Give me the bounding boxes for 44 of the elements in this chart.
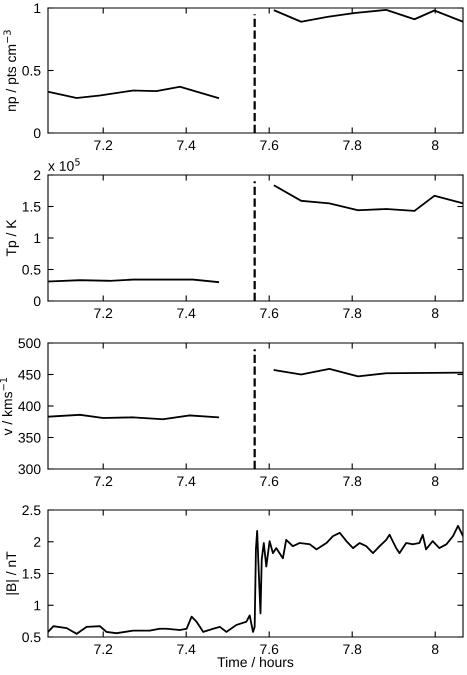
x-tick-label: 7.4 xyxy=(177,140,196,150)
y-tick-label: 500 xyxy=(18,338,41,348)
y-tick-label: 450 xyxy=(18,370,41,380)
x-tick-label: 7.2 xyxy=(94,644,112,654)
x-axis-title: Time / hours xyxy=(217,656,294,668)
y-tick-label: 1 xyxy=(34,3,40,14)
x-tick-label: 7.2 xyxy=(94,308,112,318)
y-tick-label: 2 xyxy=(34,537,40,547)
y-tick-label: 1.5 xyxy=(22,202,40,212)
y-tick-label: 2 xyxy=(34,170,40,180)
y-tick-label: 1 xyxy=(34,600,40,610)
y-tick-label: 0.5 xyxy=(22,632,40,642)
y-tick-label: 0.5 xyxy=(22,66,40,76)
y-tick-label: 350 xyxy=(18,432,41,443)
x-tick-label: 7.8 xyxy=(343,140,362,150)
y-tick-label: 0 xyxy=(34,128,41,138)
x-tick-label: 7.8 xyxy=(343,308,362,318)
x-tick-label: 7.4 xyxy=(177,476,196,486)
y-tick-label: 0.5 xyxy=(22,264,40,275)
x-tick-label: 7.8 xyxy=(343,476,362,486)
y-axis-title: Tp / K xyxy=(6,220,19,256)
x-tick-label: 8 xyxy=(432,476,438,486)
x-tick-label: 7.2 xyxy=(94,140,112,150)
x-tick-label: 7.4 xyxy=(177,644,196,654)
x-tick-label: 8 xyxy=(432,140,438,150)
x-tick-label: 7.6 xyxy=(260,308,278,318)
text: x 10$^{5}$ xyxy=(48,158,80,171)
x-tick-label: 7.4 xyxy=(177,308,196,318)
x-tick-label: 7.6 xyxy=(260,476,278,486)
y-tick-label: 0 xyxy=(34,296,41,306)
x-tick-label: 8 xyxy=(432,644,438,654)
y-tick-label: 1.5 xyxy=(22,568,40,579)
x-tick-label: 7.8 xyxy=(343,644,362,654)
y-tick-label: 2.5 xyxy=(22,505,40,516)
y-tick-label: 300 xyxy=(18,464,41,474)
x-tick-label: 7.6 xyxy=(260,644,278,654)
x-tick-label: 8 xyxy=(432,308,438,318)
y-axis-title: np / pts cm$^{−3}$ xyxy=(3,30,19,111)
y-axis-title: |B| / nT xyxy=(6,552,19,594)
y-tick-label: 1 xyxy=(34,233,40,244)
x-tick-label: 7.6 xyxy=(260,140,278,150)
y-axis-title: v / kms$^{−1}$ xyxy=(0,378,12,436)
y-tick-label: 400 xyxy=(18,401,41,412)
x-tick-label: 7.2 xyxy=(94,476,112,486)
